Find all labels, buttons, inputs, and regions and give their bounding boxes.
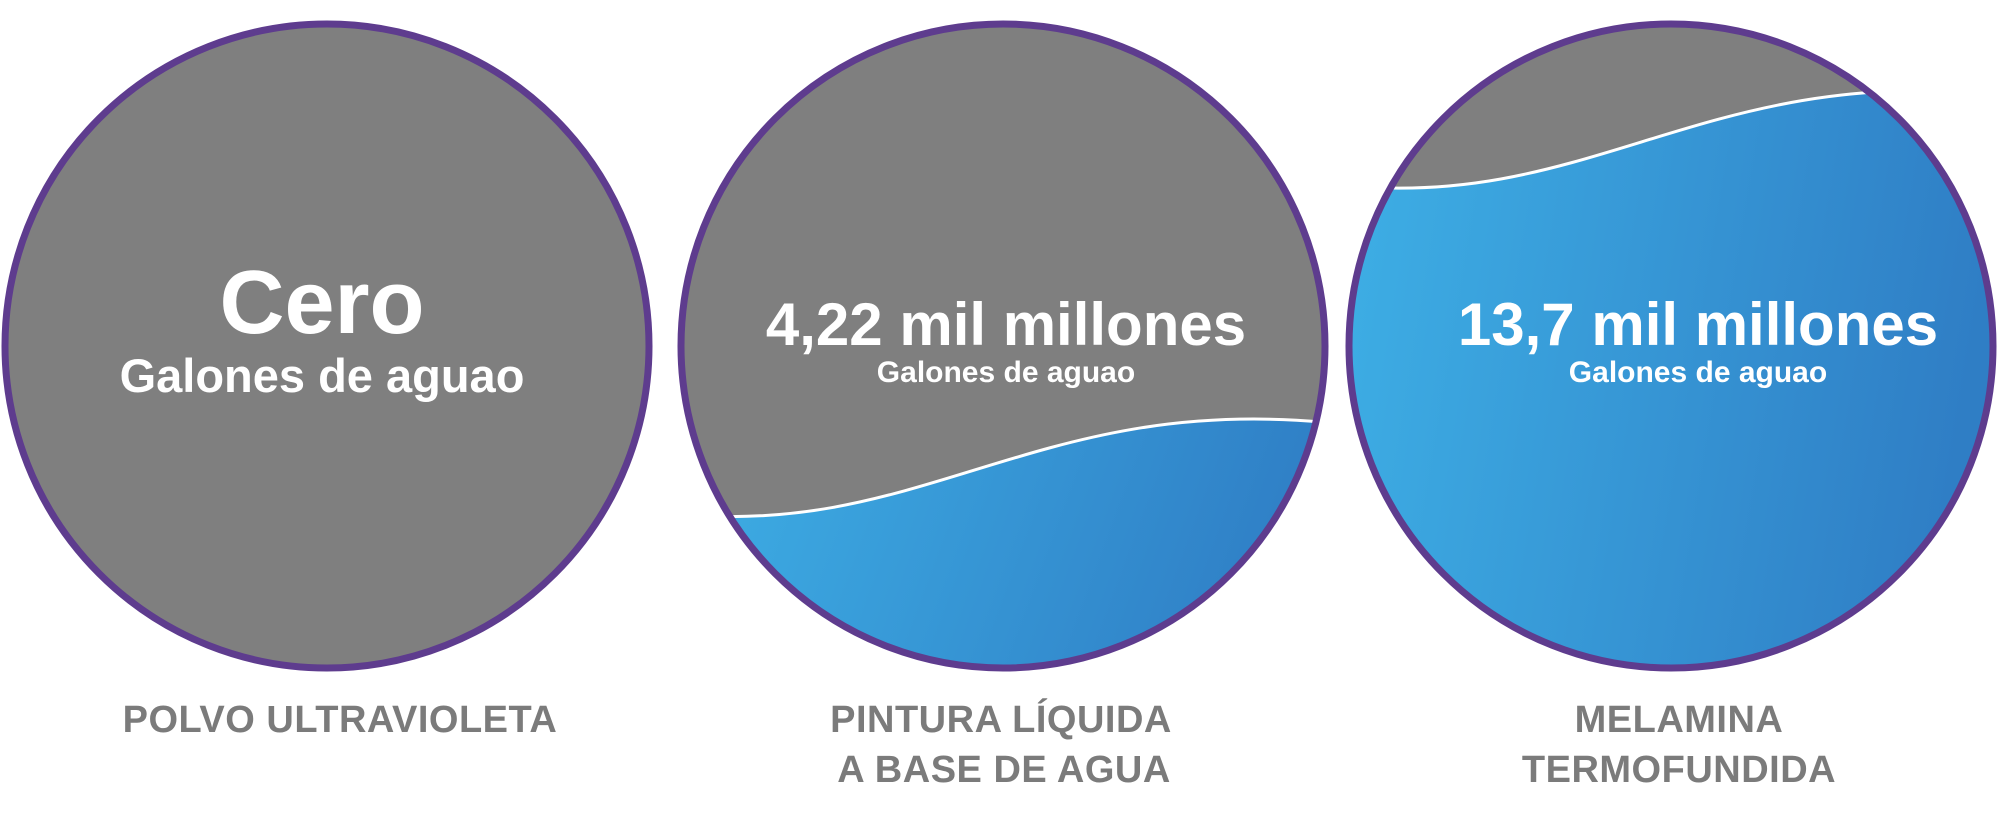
unit-label: Galones de aguao: [877, 356, 1135, 389]
unit-label: Galones de aguao: [120, 349, 525, 402]
circle-ring: [1345, 20, 1997, 672]
wave-line: [681, 417, 1325, 519]
value-label: Cero: [219, 253, 424, 353]
unit-label: Galones de aguao: [1569, 356, 1827, 389]
category-label-line-1: MELAMINA: [1575, 699, 1784, 741]
water-fill: [1349, 90, 1993, 668]
circle-ring: [677, 20, 1329, 672]
empty-disc: [5, 24, 649, 668]
category-label-line-2: TERMOFUNDIDA: [1522, 749, 1836, 791]
circle-ring: [1, 20, 653, 672]
circle-group-melamina-termofundida: 13,7 mil millones Galones de aguao MELAM…: [1345, 20, 1997, 791]
circle-group-pintura-liquida: 4,22 mil millones Galones de aguao PINTU…: [677, 20, 1329, 791]
circle-group-polvo-ultravioleta: Cero Galones de aguao POLVO ULTRAVIOLETA: [1, 20, 653, 741]
value-label: 13,7 mil millones: [1458, 291, 1938, 358]
value-label: 4,22 mil millones: [766, 291, 1246, 358]
category-label-line-2: A BASE DE AGUA: [837, 749, 1171, 791]
category-label-line-1: PINTURA LÍQUIDA: [830, 697, 1172, 741]
category-label: POLVO ULTRAVIOLETA: [123, 699, 558, 741]
